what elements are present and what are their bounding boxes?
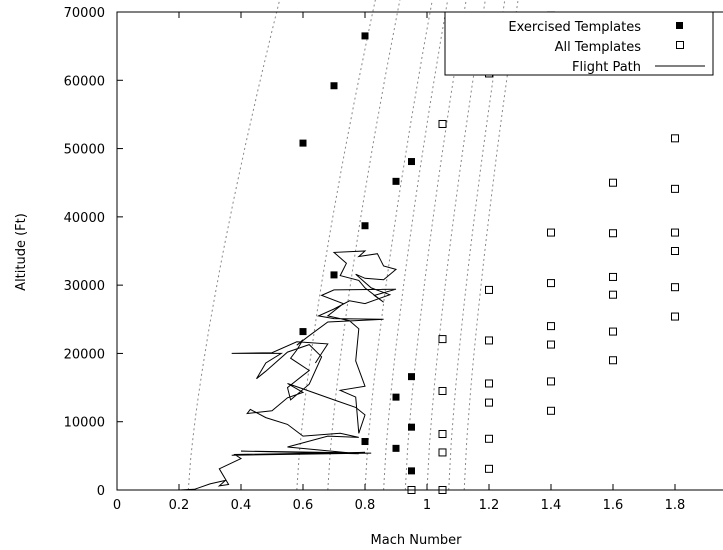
template-point xyxy=(671,134,679,143)
exercised-template-point xyxy=(408,423,415,431)
y-tick-label: 60000 xyxy=(64,74,105,89)
y-tick-label: 30000 xyxy=(64,279,105,294)
plot-frame xyxy=(116,11,723,491)
template-point xyxy=(671,184,679,193)
y-tick-label: 0 xyxy=(97,484,105,499)
template-point xyxy=(671,312,679,321)
y-tick-label: 20000 xyxy=(64,347,105,362)
template-point xyxy=(547,322,555,331)
template-point xyxy=(438,119,447,128)
exercised-template-point xyxy=(408,467,415,475)
template-point xyxy=(438,448,447,457)
template-point xyxy=(485,434,493,443)
legend-label-exercised: Exercised Templates xyxy=(508,20,641,35)
x-tick-label: 0.6 xyxy=(293,498,314,513)
template-curve xyxy=(364,0,433,491)
exercised-template-point xyxy=(361,32,369,40)
template-point xyxy=(438,335,447,344)
template-point xyxy=(671,247,679,255)
template-point xyxy=(485,379,493,388)
x-tick-label: 0 xyxy=(113,498,121,513)
y-tick-label: 10000 xyxy=(64,416,105,431)
template-curve xyxy=(383,0,449,491)
legend: Exercised Templates All Templates Flight… xyxy=(444,11,714,76)
template-point xyxy=(609,290,617,299)
template-point xyxy=(547,279,555,288)
exercised-template-point xyxy=(361,438,369,446)
exercised-template-point xyxy=(330,271,338,279)
template-point xyxy=(438,430,447,439)
template-point xyxy=(485,285,493,294)
template-point xyxy=(485,336,493,345)
y-tick-label: 40000 xyxy=(64,211,105,226)
template-point xyxy=(609,178,617,187)
template-point xyxy=(671,283,679,292)
template-point xyxy=(547,377,555,386)
x-tick-label: 0.2 xyxy=(169,498,190,513)
x-tick-label: 0.4 xyxy=(231,498,252,513)
template-point xyxy=(671,228,679,237)
x-axis-ticks: 00.20.40.60.811.21.41.61.82 xyxy=(113,12,686,513)
exercised-template-point xyxy=(392,393,400,401)
template-point xyxy=(438,386,447,395)
exercised-template-point xyxy=(330,82,338,90)
template-point xyxy=(609,229,617,238)
template-point xyxy=(547,340,555,349)
template-curve xyxy=(187,0,281,491)
exercised-template-point xyxy=(361,222,369,230)
y-tick-label: 50000 xyxy=(64,143,105,158)
flight-path-layer xyxy=(138,250,398,491)
template-point xyxy=(485,464,493,473)
exercised-template-point xyxy=(392,444,400,452)
legend-box xyxy=(444,11,714,76)
x-tick-label: 1.2 xyxy=(479,498,500,513)
x-tick-label: 0.8 xyxy=(355,498,376,513)
template-point xyxy=(547,406,555,415)
exercised-template-point xyxy=(408,158,415,166)
flight-path-line xyxy=(138,250,398,491)
template-point xyxy=(609,272,617,281)
legend-marker-exercised xyxy=(676,22,683,29)
x-tick-label: 1 xyxy=(423,498,431,513)
template-curve xyxy=(426,0,486,491)
exercised-template-point xyxy=(408,373,415,381)
x-axis-label: Mach Number xyxy=(371,533,463,548)
exercised-template-point xyxy=(392,177,400,185)
template-curve xyxy=(463,0,519,491)
template-curve xyxy=(327,0,401,491)
y-axis-ticks: 0 10000 20000 30000 40000 50000 60000 70000 xyxy=(64,6,123,499)
x-tick-label: 1.8 xyxy=(665,498,686,513)
y-axis-label: Altitude (Ft) xyxy=(14,213,29,291)
template-point xyxy=(547,228,555,237)
template-point xyxy=(485,398,493,407)
legend-label-all: All Templates xyxy=(555,40,642,55)
y-tick-label: 70000 xyxy=(64,6,105,21)
x-tick-label: 1.6 xyxy=(603,498,624,513)
legend-label-path: Flight Path xyxy=(572,60,641,75)
x-tick-label: 1.4 xyxy=(541,498,562,513)
legend-marker-all xyxy=(676,41,684,49)
exercised-template-point xyxy=(299,139,307,147)
exercised-template-point xyxy=(299,328,307,336)
template-curve xyxy=(296,0,376,491)
template-point xyxy=(609,356,617,365)
template-point xyxy=(609,327,617,336)
marker-layer xyxy=(299,11,679,494)
